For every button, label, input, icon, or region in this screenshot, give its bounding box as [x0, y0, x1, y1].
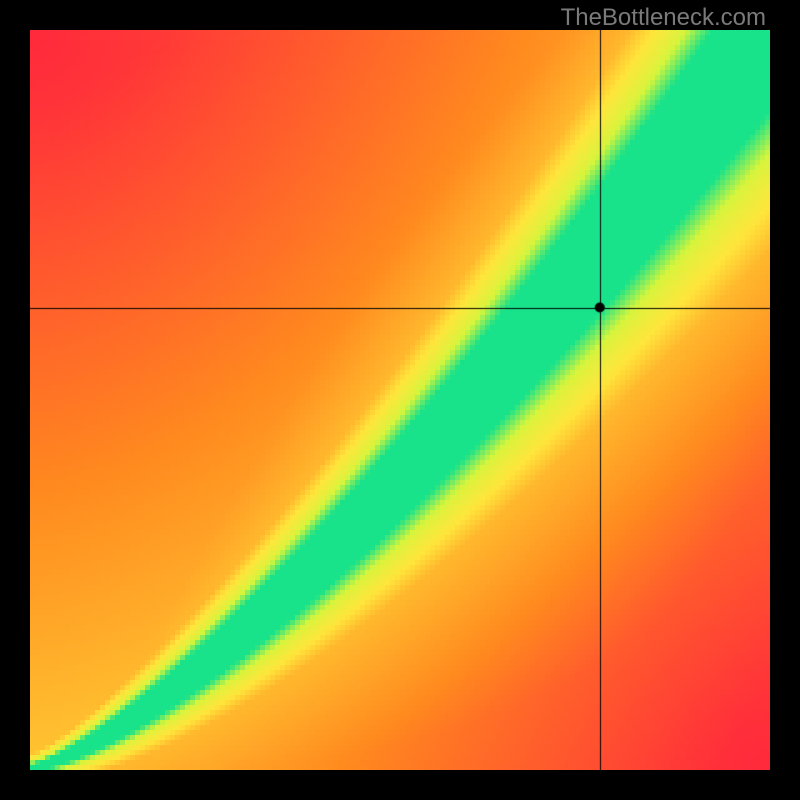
- watermark-text: TheBottleneck.com: [561, 4, 766, 32]
- chart-container: { "canvas": { "width": 800, "height": 80…: [0, 0, 800, 800]
- bottleneck-heatmap: [30, 30, 770, 770]
